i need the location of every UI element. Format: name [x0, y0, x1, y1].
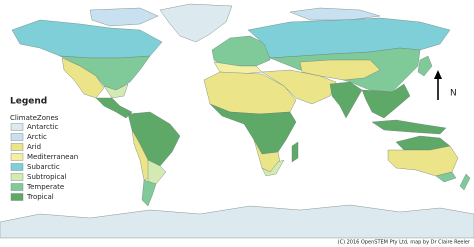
greenland — [159, 3, 233, 43]
legend-label: Temperate — [26, 183, 64, 191]
south-america-subtropical — [147, 159, 167, 185]
legend-swatch — [10, 123, 24, 131]
africa-tropical — [209, 103, 297, 155]
asia-arid — [299, 59, 381, 81]
north-arrow-head — [434, 70, 442, 79]
antarctica — [0, 204, 474, 239]
indonesia — [371, 119, 447, 135]
legend-swatch — [10, 183, 24, 191]
south-america-temperate — [141, 179, 157, 207]
legend-swatch — [10, 193, 24, 201]
arctic-islands — [289, 7, 381, 21]
japan — [417, 55, 433, 77]
legend-swatch — [10, 153, 24, 161]
legend-swatch — [10, 173, 24, 181]
south-america-arid — [131, 129, 151, 181]
arctic-islands — [89, 7, 159, 27]
north-america-subtropical — [103, 83, 129, 99]
legend-swatch — [10, 163, 24, 171]
landmasses — [0, 3, 474, 239]
legend-swatch — [10, 133, 24, 141]
legend-label: Subarctic — [27, 163, 60, 171]
north-label: N — [450, 89, 457, 99]
india — [329, 81, 363, 119]
legend-label: Tropical — [26, 193, 54, 201]
middle-east — [261, 69, 337, 105]
legend: Antarctic Arctic Arid Mediterranean Subarcti… — [10, 123, 78, 201]
new-zealand — [459, 173, 471, 191]
north-america-north — [11, 19, 163, 59]
central-america — [95, 97, 133, 119]
southeast-asia — [361, 83, 411, 119]
australia-southeast — [435, 171, 457, 183]
madagascar — [291, 141, 299, 163]
legend-label: Mediterranean — [27, 153, 78, 161]
legend-label: Antarctic — [27, 123, 59, 131]
credit: (C) 2016 OpenSTEM Pty Ltd, map by Dr Cla… — [338, 240, 471, 246]
legend-label: Arid — [27, 143, 41, 151]
legend-swatch — [10, 143, 24, 151]
legend-title: Legend — [10, 97, 47, 107]
australia — [387, 145, 459, 177]
legend-subtitle: ClimateZones — [10, 114, 59, 122]
legend-label: Subtropical — [27, 173, 67, 181]
legend-label: Arctic — [27, 133, 47, 141]
africa-south-subtropical — [261, 159, 285, 177]
